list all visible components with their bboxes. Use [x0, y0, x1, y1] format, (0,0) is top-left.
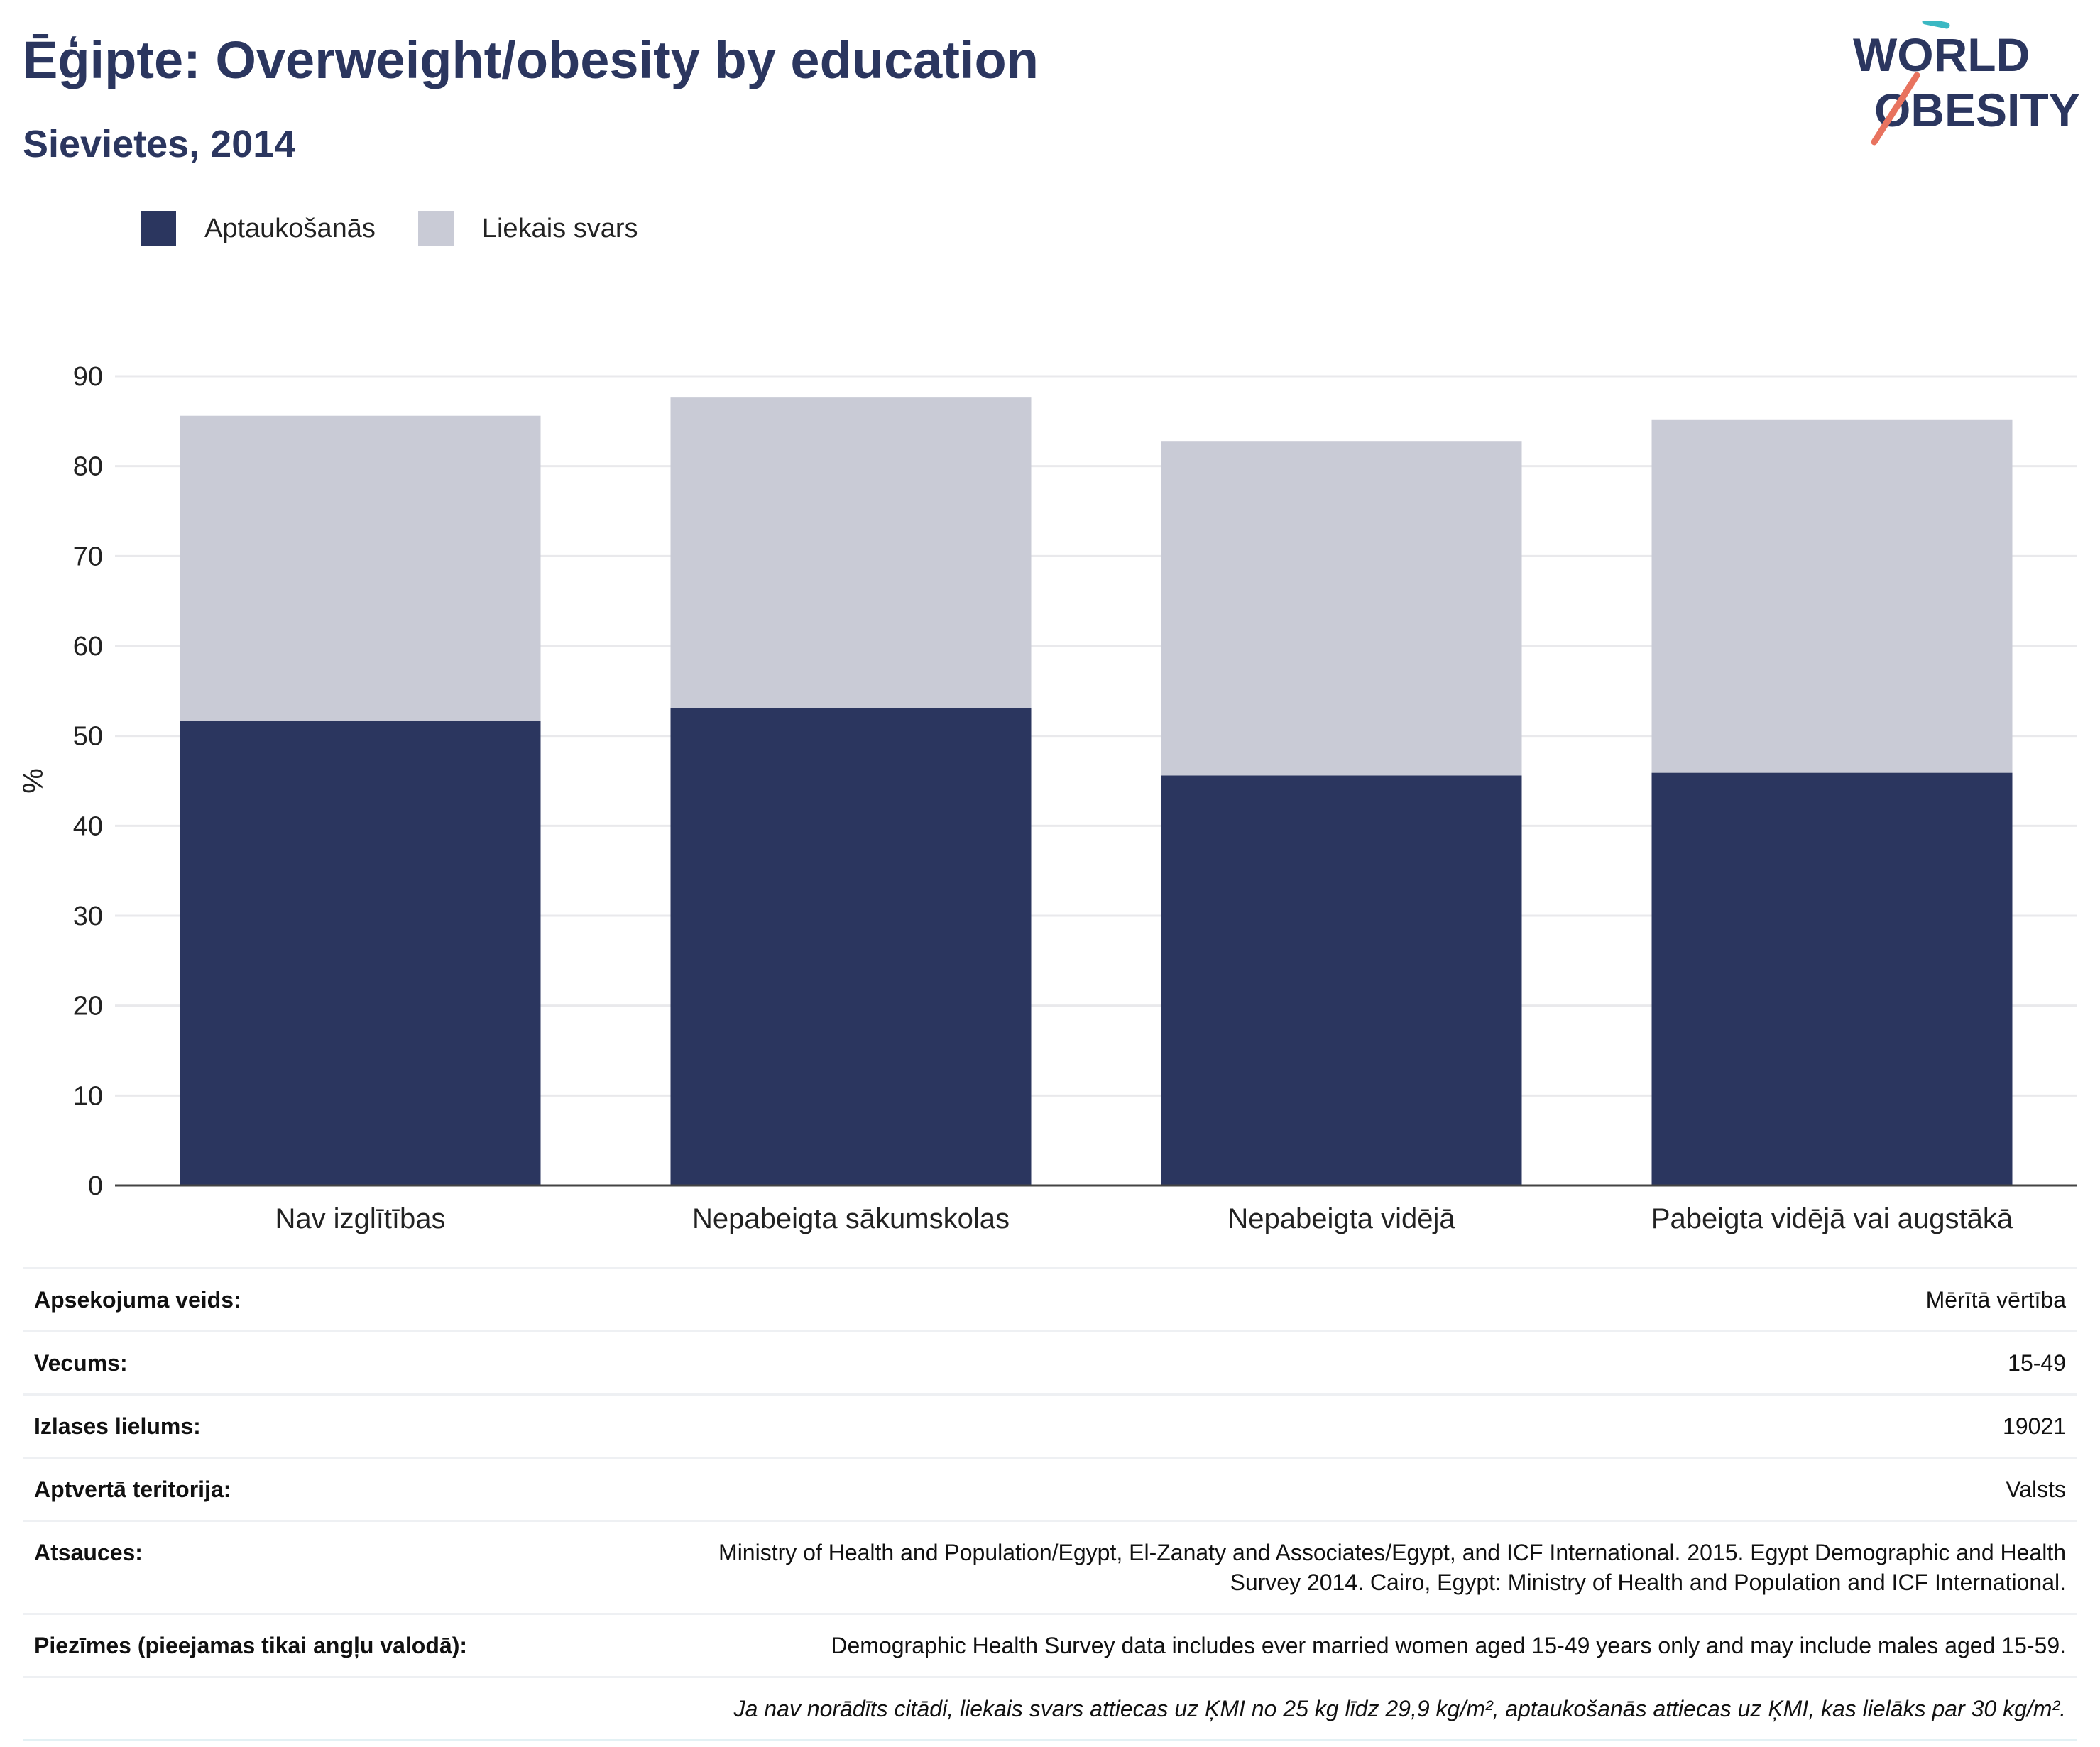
- logo-slash-coral: [1871, 72, 1920, 146]
- info-label: Vecums:: [34, 1350, 128, 1376]
- info-row-age: Vecums: 15-49: [23, 1332, 2077, 1396]
- logo-graphic: WORLD OBESITY: [1853, 21, 2080, 146]
- y-axis-ticks: 0 10 20 30 40 50 60 70 80 90: [73, 362, 103, 1201]
- info-value: Demographic Health Survey data includes …: [831, 1633, 2066, 1658]
- x-tick-label: Nepabeigta sākumskolas: [692, 1203, 1010, 1234]
- info-row-survey-type: Apsekojuma veids: Mērītā vērtība: [23, 1269, 2077, 1332]
- world-obesity-logo: WORLD OBESITY: [1846, 21, 2087, 149]
- chart-subtitle: Sievietes, 2014: [23, 123, 296, 165]
- legend-swatch-overweight: [417, 211, 454, 246]
- info-row-sample-size: Izlases lielums: 19021: [23, 1396, 2077, 1459]
- legend-label-overweight: Liekais svars: [481, 213, 638, 243]
- x-axis-labels: Nav izglītības Nepabeigta sākumskolas Nepa…: [275, 1203, 2013, 1234]
- legend-item-obesity: Aptaukošanās: [141, 211, 376, 246]
- legend-label-obesity: Aptaukošanās: [204, 213, 376, 243]
- bar-obesity: [1161, 775, 1522, 1185]
- info-table: Apsekojuma veids: Mērītā vērtība Vecums:…: [23, 1267, 2077, 1741]
- chart-title: Ēģipte: Overweight/obesity by education: [23, 31, 1039, 89]
- info-value: Ministry of Health and Population/Egypt,…: [718, 1540, 2066, 1595]
- bars: [180, 397, 2013, 1185]
- info-label: Piezīmes (pieejamas tikai angļu valodā):: [34, 1633, 467, 1658]
- x-tick-label: Nepabeigta vidējā: [1227, 1203, 1455, 1234]
- x-tick-label: Pabeigta vidējā vai augstākā: [1651, 1203, 2013, 1234]
- info-label: Apsekojuma veids:: [34, 1287, 241, 1313]
- y-tick-label: 80: [73, 452, 103, 482]
- info-label: Izlases lielums:: [34, 1413, 201, 1439]
- y-tick-label: 10: [73, 1081, 103, 1111]
- info-value: 19021: [2003, 1413, 2066, 1439]
- info-value: 15-49: [2008, 1350, 2066, 1376]
- bar-chart: 0 10 20 30 40 50 60 70 80 90 Nav izglītības Nepabe…: [0, 341, 2100, 1235]
- logo-slash-teal: [1922, 21, 1950, 29]
- y-tick-label: 30: [73, 902, 103, 931]
- bar-obesity: [1651, 772, 2013, 1185]
- bar-overweight: [670, 397, 1032, 708]
- info-label: Aptvertā teritorija:: [34, 1477, 231, 1502]
- y-tick-label: 60: [73, 632, 103, 662]
- bar-obesity: [670, 708, 1032, 1185]
- y-tick-label: 0: [88, 1171, 103, 1201]
- bar-obesity: [180, 721, 541, 1185]
- bar-overweight: [180, 415, 541, 721]
- y-tick-label: 70: [73, 542, 103, 571]
- y-tick-label: 20: [73, 992, 103, 1022]
- info-label: Atsauces:: [34, 1540, 143, 1565]
- info-value: Valsts: [2006, 1477, 2066, 1502]
- legend-swatch-obesity: [141, 211, 176, 246]
- bar-overweight: [1161, 441, 1522, 776]
- logo-text-world: WORLD: [1853, 28, 2030, 81]
- legend-item-overweight: Liekais svars: [417, 211, 638, 246]
- x-tick-label: Nav izglītības: [275, 1203, 445, 1234]
- y-tick-label: 40: [73, 811, 103, 841]
- info-row-area-covered: Aptvertā teritorija: Valsts: [23, 1459, 2077, 1522]
- info-value: Mērītā vērtība: [1925, 1287, 2066, 1313]
- info-row-notes: Piezīmes (pieejamas tikai angļu valodā):…: [23, 1615, 2077, 1678]
- chart-svg: 0 10 20 30 40 50 60 70 80 90 Nav izglītības Nepabe…: [18, 362, 2077, 1234]
- bar-overweight: [1651, 419, 2013, 773]
- info-row-references: Atsauces: Ministry of Health and Populat…: [23, 1522, 2077, 1615]
- y-tick-label: 90: [73, 362, 103, 392]
- y-tick-label: 50: [73, 722, 103, 752]
- y-axis-label: %: [18, 768, 49, 794]
- chart-legend: Aptaukošanās Liekais svars: [141, 209, 680, 248]
- bmi-definition-footnote: Ja nav norādīts citādi, liekais svars at…: [23, 1678, 2077, 1741]
